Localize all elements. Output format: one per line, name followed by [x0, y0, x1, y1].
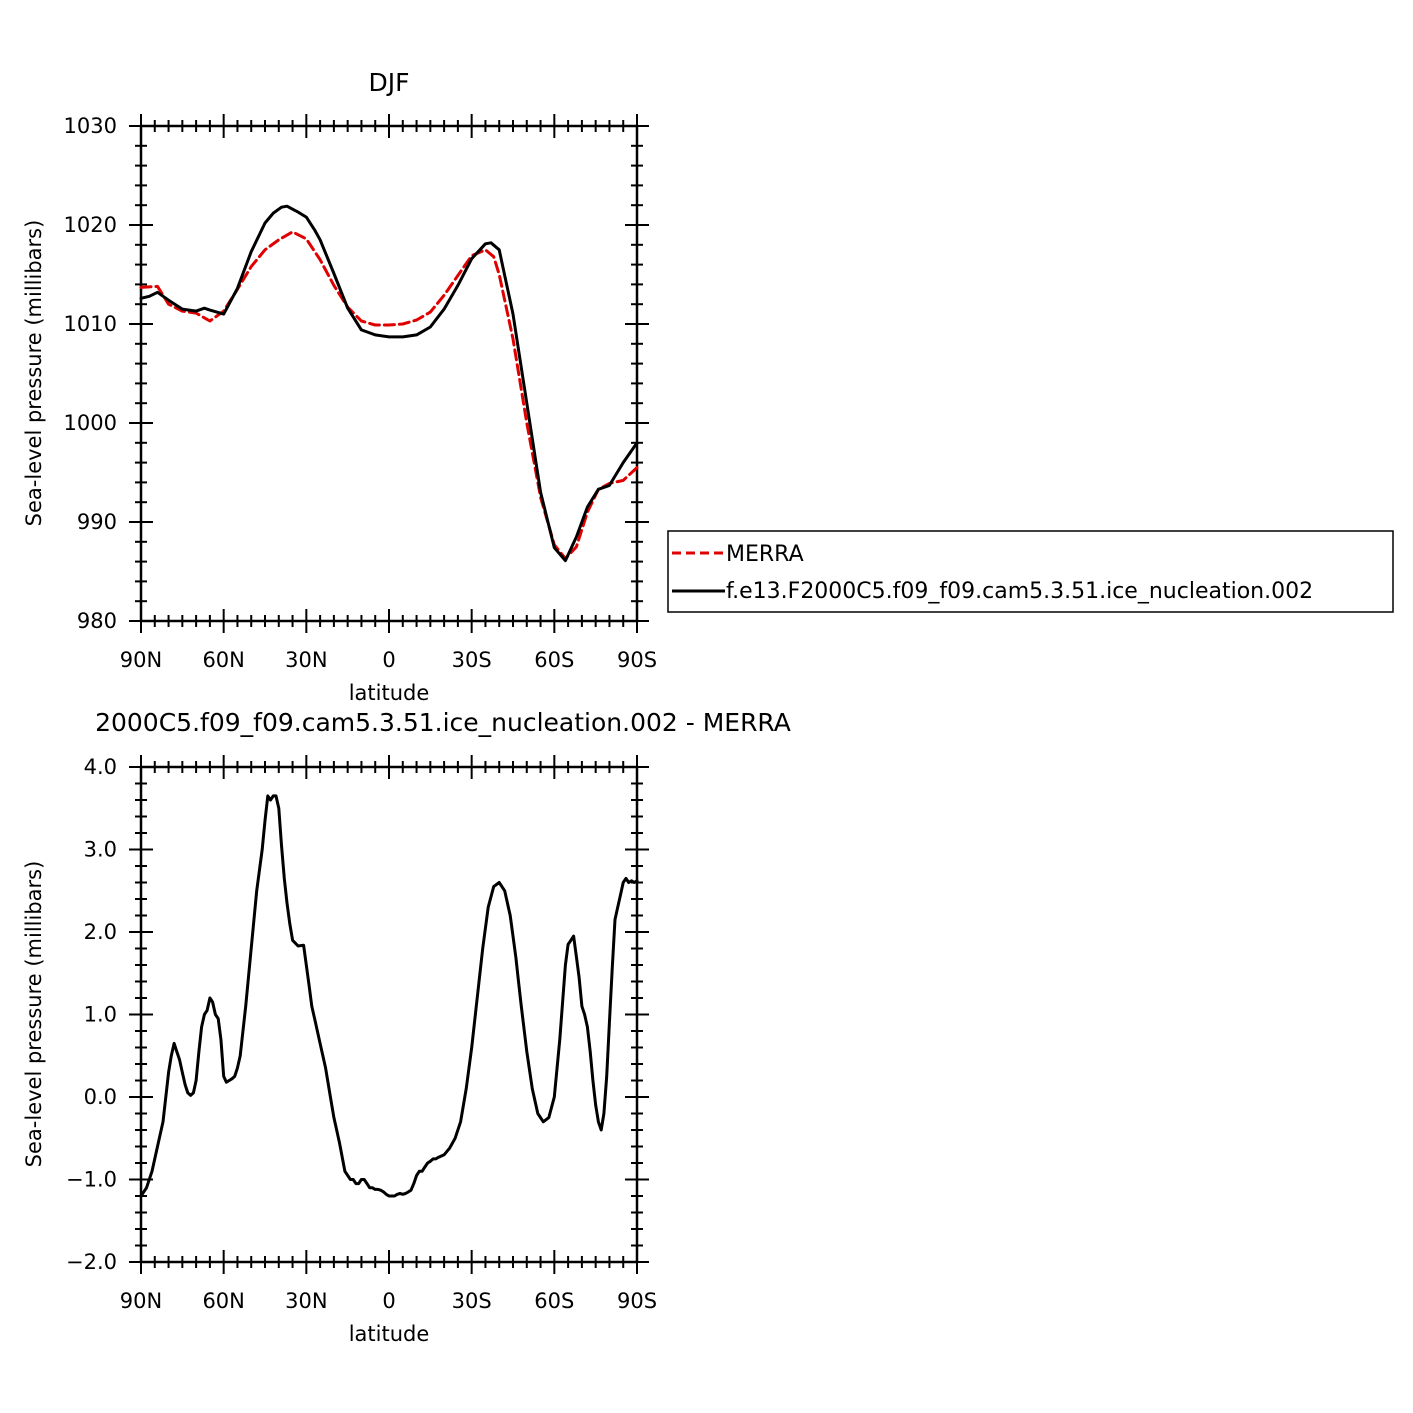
bottom-y-tick-label: 1.0	[84, 1003, 117, 1027]
bottom-series-line-model	[139, 794, 639, 1198]
bottom-x-tick-label: 30N	[285, 1289, 327, 1313]
top-y-tick-label: 980	[77, 609, 117, 633]
bottom-x-tick-label: 30S	[452, 1289, 492, 1313]
bottom-y-axis-label: Sea-level pressure (millibars)	[22, 861, 46, 1168]
top-y-tick-label: 990	[77, 510, 117, 534]
top-x-tick-label: 30S	[452, 648, 492, 672]
bottom-y-tick-label: −2.0	[66, 1250, 117, 1274]
top-x-tick-label: 0	[382, 648, 395, 672]
top-x-axis-label: latitude	[349, 681, 430, 705]
bottom-x-tick-label: 90N	[120, 1289, 162, 1313]
top-x-tick-label: 60S	[534, 648, 574, 672]
top-series-group	[139, 204, 639, 563]
top-panel-title: DJF	[368, 68, 409, 97]
bottom-x-tick-label: 0	[382, 1289, 395, 1313]
legend-label-merra: MERRA	[726, 542, 804, 567]
bottom-y-tick-label: 3.0	[84, 838, 117, 862]
bottom-y-tick-label: 0.0	[84, 1085, 117, 1109]
bottom-x-tick-label: 60N	[202, 1289, 244, 1313]
bottom-axes: −2.0 −1.0 0.0 1.0 2.0 3.0 4.0 90N 60N 30N 0 30S 60S 9…	[66, 755, 657, 1313]
bottom-panel: 2000C5.f09_f09.cam5.3.51.ice_nucleation.…	[22, 708, 791, 1346]
top-x-tick-label: 30N	[285, 648, 327, 672]
top-y-tick-label: 1030	[64, 114, 117, 138]
top-series-line-model	[139, 204, 639, 563]
top-x-tick-label: 90S	[617, 648, 657, 672]
top-y-axis-label: Sea-level pressure (millibars)	[22, 220, 46, 527]
legend-label-model: f.e13.F2000C5.f09_f09.cam5.3.51.ice_nucl…	[726, 579, 1313, 604]
top-axes: 980 990 1000 1010 1020 1030 90N 60N 30N 0 30S 60S 90…	[64, 114, 657, 672]
bottom-y-tick-label: −1.0	[66, 1168, 117, 1192]
legend: MERRA f.e13.F2000C5.f09_f09.cam5.3.51.ic…	[667, 530, 1394, 613]
top-y-tick-label: 1010	[64, 312, 117, 336]
top-y-tick-label: 1020	[64, 213, 117, 237]
top-x-tick-label: 60N	[202, 648, 244, 672]
top-x-tick-label: 90N	[120, 648, 162, 672]
bottom-panel-title: 2000C5.f09_f09.cam5.3.51.ice_nucleation.…	[95, 708, 791, 737]
bottom-y-tick-label: 2.0	[84, 920, 117, 944]
bottom-y-tick-label: 4.0	[84, 755, 117, 779]
bottom-x-tick-label: 60S	[534, 1289, 574, 1313]
top-panel: DJF 980 990 1000 1010 1020 1030 90N 60N 30N 0 30S 6…	[22, 68, 657, 705]
bottom-x-axis-label: latitude	[349, 1322, 430, 1346]
bottom-x-tick-label: 90S	[617, 1289, 657, 1313]
legend-box	[667, 530, 1394, 613]
top-y-tick-label: 1000	[64, 411, 117, 435]
bottom-series-group	[139, 794, 639, 1198]
